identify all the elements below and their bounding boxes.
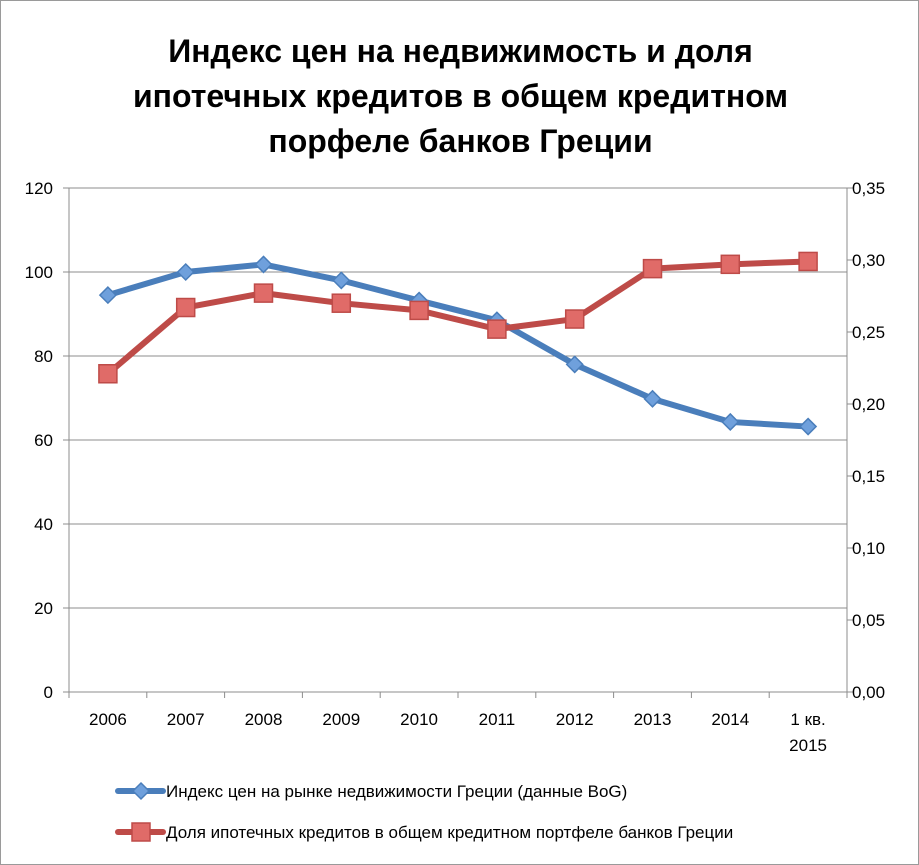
x-axis-tick-label: 2008 <box>245 710 283 729</box>
chart-title-line: Индекс цен на недвижимость и доля <box>168 33 753 69</box>
legend-label: Доля ипотечных кредитов в общем кредитно… <box>166 823 733 842</box>
data-point-square <box>720 254 741 275</box>
x-axis-tick-label: 2015 <box>789 736 827 755</box>
data-point-square <box>175 297 196 318</box>
data-point-square <box>98 364 118 384</box>
data-point-diamond <box>799 417 818 436</box>
left-axis-tick-label: 100 <box>25 263 53 282</box>
series-line-1 <box>104 261 812 430</box>
left-axis-tick-label: 120 <box>25 179 53 198</box>
data-point-square <box>487 319 507 339</box>
data-point-diamond <box>565 355 584 374</box>
left-axis-tick-label: 20 <box>34 599 53 618</box>
right-axis-tick-label: 0,20 <box>852 395 885 414</box>
x-axis-tick-label: 2013 <box>634 710 672 729</box>
chart-title-line: ипотечных кредитов в общем кредитном <box>133 78 788 114</box>
right-axis-tick-label: 0,15 <box>852 467 885 486</box>
data-point-diamond <box>332 271 351 290</box>
legend-marker-square <box>131 822 151 842</box>
series-line-2 <box>104 258 812 377</box>
data-point-diamond <box>643 389 662 408</box>
data-point-diamond <box>176 262 195 282</box>
right-axis-tick-label: 0,25 <box>852 323 885 342</box>
data-point-diamond <box>98 286 117 305</box>
data-point-diamond <box>721 412 740 432</box>
right-axis-tick-label: 0,10 <box>852 539 885 558</box>
data-point-square <box>331 293 352 313</box>
left-axis-tick-label: 0 <box>44 683 53 702</box>
x-axis-tick-label: 2012 <box>556 710 594 729</box>
data-point-diamond <box>254 255 273 274</box>
x-axis-tick-label: 2014 <box>711 710 749 729</box>
right-axis-tick-label: 0,05 <box>852 611 885 630</box>
data-point-square <box>253 283 274 303</box>
chart-title-line: порфеле банков Греции <box>268 123 653 159</box>
left-axis-tick-label: 40 <box>34 515 53 534</box>
x-axis-tick-label: 1 кв. <box>790 710 825 729</box>
data-point-square <box>409 300 429 321</box>
legend-marker-diamond <box>131 781 151 801</box>
x-axis-tick-label: 2010 <box>400 710 438 729</box>
chart-title: Индекс цен на недвижимость и доля ипотеч… <box>1 29 918 164</box>
right-axis-tick-label: 0,00 <box>852 683 885 702</box>
x-axis-tick-label: 2006 <box>89 710 127 729</box>
x-axis-tick-label: 2007 <box>167 710 205 729</box>
x-axis-tick-label: 2009 <box>322 710 360 729</box>
right-axis-tick-label: 0,35 <box>852 179 885 198</box>
right-axis-tick-label: 0,30 <box>852 251 885 270</box>
left-axis-tick-label: 80 <box>34 347 53 366</box>
x-axis-tick-label: 2011 <box>479 710 516 729</box>
data-point-square <box>642 258 663 279</box>
left-axis-tick-label: 60 <box>34 431 53 450</box>
data-point-square <box>564 309 585 329</box>
data-point-square <box>798 251 818 272</box>
legend-label: Индекс цен на рынке недвижимости Греции … <box>166 782 627 801</box>
